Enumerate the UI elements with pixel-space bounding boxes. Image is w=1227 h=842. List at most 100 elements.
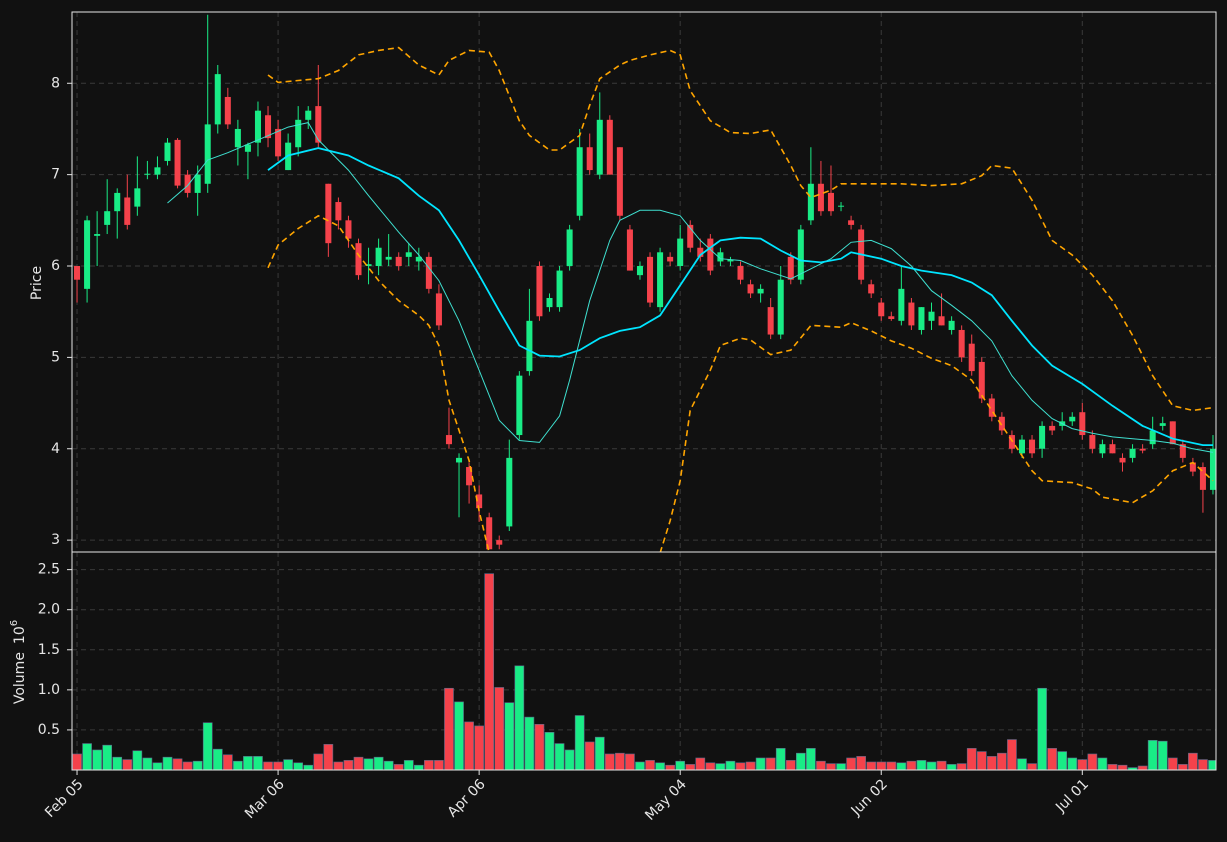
volume-bar xyxy=(403,760,414,770)
candle-body xyxy=(244,144,251,152)
volume-bar xyxy=(343,760,354,770)
candle-body xyxy=(204,124,211,184)
candle-body xyxy=(325,183,332,244)
candle-body xyxy=(576,147,583,216)
candle-body xyxy=(1149,430,1156,445)
volume-bar xyxy=(1017,758,1027,770)
volume-bar xyxy=(554,743,565,770)
candle-body xyxy=(566,229,573,267)
candle-body xyxy=(335,202,342,221)
volume-bar xyxy=(655,762,665,770)
candle-body xyxy=(667,256,674,262)
volume-bar xyxy=(373,756,384,770)
volume-bar xyxy=(846,757,856,770)
candle-body xyxy=(164,142,171,161)
volume-bar xyxy=(625,753,635,770)
candle-body xyxy=(1039,425,1046,449)
candle-body xyxy=(606,119,613,175)
volume-scale-base: 10 xyxy=(12,626,28,644)
candle-body xyxy=(556,270,563,308)
price-panel xyxy=(72,12,1216,552)
candle-body xyxy=(1129,448,1136,458)
candle-body xyxy=(1079,412,1086,436)
candle-body xyxy=(827,192,834,212)
candle-body xyxy=(586,147,593,171)
candle-body xyxy=(295,119,302,148)
volume-bar xyxy=(1117,764,1128,770)
candle-body xyxy=(687,224,694,248)
volume-bar xyxy=(685,764,696,770)
candle-body xyxy=(797,229,804,280)
volume-bar xyxy=(504,702,515,770)
candle-body xyxy=(817,183,824,212)
candle-body xyxy=(948,320,955,330)
candle-body xyxy=(1109,444,1116,454)
volume-bar xyxy=(1087,753,1098,770)
volume-bar xyxy=(212,748,223,770)
candle-body xyxy=(1089,435,1096,449)
volume-bar xyxy=(1057,751,1068,770)
volume-bar xyxy=(192,760,203,770)
candle-body xyxy=(787,256,794,280)
volume-bar xyxy=(765,757,776,770)
volume-bar xyxy=(253,756,263,770)
candle-body xyxy=(928,311,935,321)
volume-bar xyxy=(444,687,454,770)
volume-bar xyxy=(1037,687,1047,770)
volume-bar xyxy=(806,748,816,770)
candle-body xyxy=(1029,439,1036,454)
volume-bar xyxy=(896,762,907,770)
volume-bar xyxy=(816,760,826,770)
y-tick-label: 6 xyxy=(51,258,60,274)
candle-body xyxy=(1049,425,1056,431)
candle-body xyxy=(807,183,814,221)
volume-bar xyxy=(1137,765,1148,770)
candle-body xyxy=(647,256,654,303)
candle-body xyxy=(305,110,312,120)
volume-label: Volume xyxy=(12,652,28,704)
volume-bar xyxy=(1188,752,1198,770)
volume-bar xyxy=(574,715,585,770)
volume-bar xyxy=(524,716,535,770)
candle-body xyxy=(1159,423,1166,426)
candle-body xyxy=(395,256,402,267)
volume-bar xyxy=(303,764,314,770)
volume-bar xyxy=(836,763,846,770)
candle-body xyxy=(908,302,915,326)
volume-bar xyxy=(976,751,987,770)
candle-body xyxy=(1139,448,1146,451)
candle-body xyxy=(978,361,985,399)
volume-bar xyxy=(926,761,937,770)
volume-bar xyxy=(283,759,293,770)
volume-bar xyxy=(122,759,133,770)
volume-frame xyxy=(71,551,1217,771)
volume-bar xyxy=(383,760,394,770)
candle-body xyxy=(506,457,513,527)
candle-body xyxy=(265,115,272,139)
volume-bar xyxy=(705,762,716,770)
candle-body xyxy=(1119,457,1126,463)
volume-bar xyxy=(534,724,545,770)
candle-body xyxy=(104,211,111,225)
candle-body xyxy=(1169,421,1176,445)
candle-body xyxy=(868,284,875,294)
volume-bar xyxy=(182,761,193,770)
y-tick-label: 8 xyxy=(51,75,60,91)
volume-bar xyxy=(514,665,525,770)
candle-body xyxy=(636,266,643,276)
volume-bar xyxy=(172,758,183,770)
candle-body xyxy=(224,96,231,125)
volume-bar xyxy=(946,764,957,770)
volume-bar xyxy=(997,752,1007,770)
candle-body xyxy=(275,128,282,157)
volume-bar xyxy=(936,760,947,770)
volume-bar xyxy=(1107,764,1118,770)
volume-bar xyxy=(1167,757,1178,770)
volume-bar xyxy=(1077,759,1088,770)
candle-body xyxy=(1099,444,1106,454)
candle-body xyxy=(445,435,452,445)
volume-bar xyxy=(735,762,746,770)
candle-body xyxy=(486,517,493,550)
volume-bar xyxy=(132,750,143,770)
volume-bar xyxy=(474,725,484,770)
